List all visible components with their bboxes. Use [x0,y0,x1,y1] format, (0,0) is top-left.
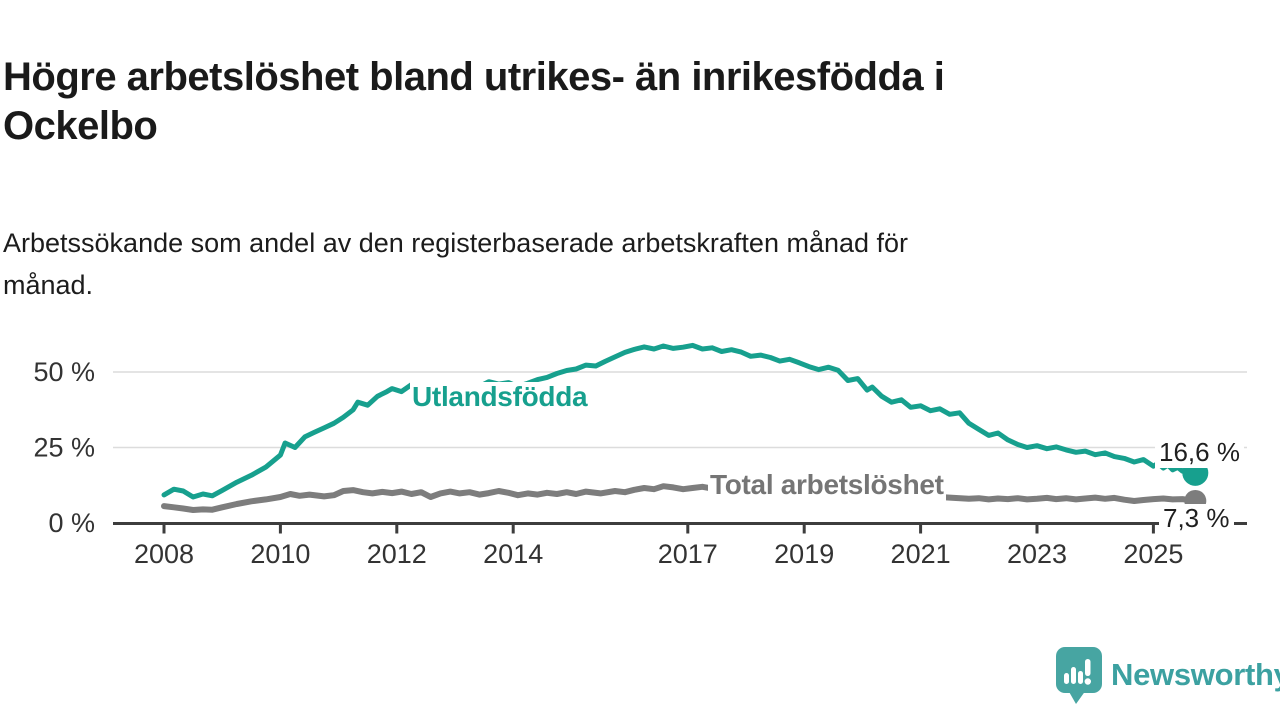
y-axis-label-25: 25 % [33,433,95,463]
x-axis-label-2012: 2012 [367,539,427,569]
newsworthy-logo: Newsworthy [1055,646,1280,704]
title-line-1: Högre arbetslöshet bland utrikes- än inr… [3,54,945,99]
y-axis-label-0: 0 % [48,508,95,538]
subtitle-line-2: månad. [3,269,94,300]
x-axis-label-2008: 2008 [134,539,194,569]
x-axis-label-2021: 2021 [891,539,951,569]
end-value-label-total: 7,3 % [1159,503,1234,534]
x-axis-label-2025: 2025 [1123,539,1183,569]
newsworthy-wordmark: Newsworthy [1111,657,1280,692]
y-axis-label-50: 50 % [33,357,95,387]
series-line-total [161,483,1199,513]
page-title: Högre arbetslöshet bland utrikes- än inr… [3,53,1203,151]
x-axis-label-2010: 2010 [250,539,310,569]
x-axis-label-2017: 2017 [658,539,718,569]
subtitle-line-1: Arbetssökande som andel av den registerb… [3,228,909,258]
series-label-total-arbetsloshet: Total arbetslöshet [708,469,946,501]
chart-subtitle: Arbetssökande som andel av den registerb… [3,223,1203,307]
x-axis-label-2023: 2023 [1007,539,1067,569]
newsworthy-speech-bubble-chart-icon [1056,647,1102,704]
end-value-label-utlandsfodda: 16,6 % [1155,437,1244,468]
series-line-utlandsfodda [161,342,1198,500]
x-axis-label-2014: 2014 [483,539,543,569]
series-label-utlandsfodda: Utlandsfödda [410,381,590,413]
x-axis-label-2019: 2019 [774,539,834,569]
title-line-2: Ockelbo [3,103,158,148]
